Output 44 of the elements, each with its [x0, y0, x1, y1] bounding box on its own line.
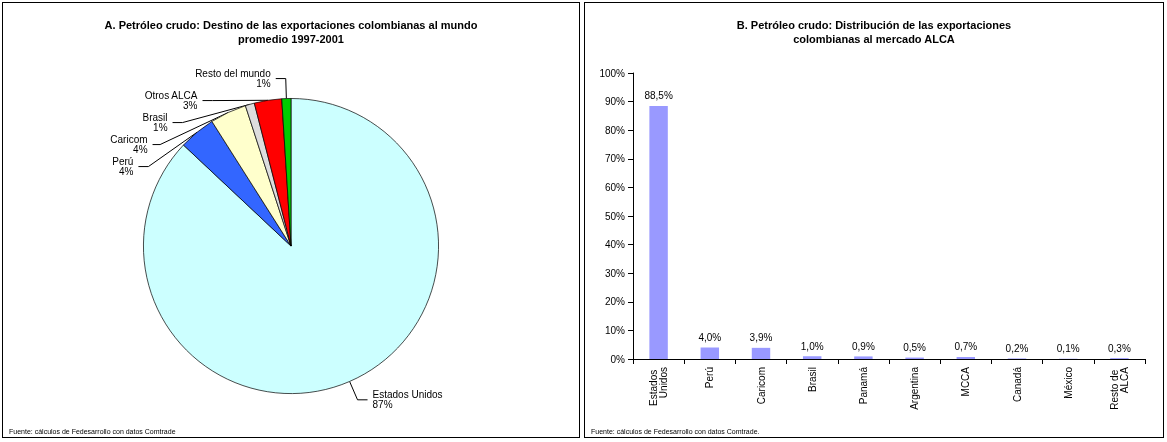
- y-tick-label: 10%: [604, 324, 626, 336]
- data-label: 0,3%: [1108, 342, 1131, 354]
- data-label: 87%: [372, 399, 393, 411]
- slice-label: Caricom: [110, 134, 148, 146]
- data-label: 4%: [118, 166, 134, 178]
- data-label: 0,9%: [852, 340, 875, 352]
- x-tick-label: México: [1062, 366, 1074, 399]
- y-tick-label: 20%: [604, 296, 626, 308]
- data-label: 0,1%: [1056, 343, 1080, 355]
- data-label: 1%: [256, 78, 271, 90]
- y-tick-label: 100%: [599, 67, 626, 79]
- x-tick-label: Canadá: [1011, 366, 1023, 403]
- y-tick-label: 40%: [604, 239, 626, 251]
- x-tick-label: Resto de ALCA: [1108, 366, 1130, 410]
- x-tick-label: Caricom: [755, 367, 767, 405]
- slice-label: Otros ALCA: [144, 90, 198, 102]
- y-tick-label: 90%: [604, 96, 626, 108]
- data-label: 0,2%: [1005, 342, 1029, 354]
- x-tick-label: Perú: [704, 367, 716, 389]
- data-label: 0,5%: [903, 342, 927, 354]
- slice-label: Perú: [112, 156, 134, 168]
- data-label: 0,7%: [954, 341, 978, 353]
- data-label: 1%: [153, 122, 168, 134]
- x-tick-label: Brasil: [806, 367, 818, 393]
- data-label: 4,0%: [698, 332, 722, 344]
- chart-title: A. Petróleo crudo: Destino de las exportaciones colombianas al mundo promedio 1997-2001: [104, 19, 478, 45]
- x-tick-label: Argentina: [909, 366, 921, 410]
- y-tick-label: 70%: [604, 153, 626, 165]
- data-label: 3%: [183, 100, 198, 112]
- slice-label: Brasil: [142, 112, 168, 124]
- data-label: 4%: [133, 144, 148, 156]
- y-tick-label: 60%: [604, 181, 626, 193]
- y-tick-label: 80%: [604, 124, 626, 136]
- data-label: 1,0%: [800, 340, 824, 352]
- x-tick-label: Panamá: [857, 366, 869, 405]
- y-tick-label: 0%: [610, 353, 626, 365]
- x-tick-label: MCCA: [960, 366, 972, 397]
- chart-title: B. Petróleo crudo: Distribución de las exportaciones colombianas al mercado ALCA: [736, 19, 1012, 45]
- x-tick-label: Estados Unidos: [648, 367, 670, 406]
- slice-label: Resto del mundo: [195, 68, 272, 80]
- y-tick-label: 30%: [604, 267, 626, 279]
- data-label: 88,5%: [644, 90, 673, 102]
- data-label: 3,9%: [749, 332, 773, 344]
- y-tick-label: 50%: [604, 210, 626, 222]
